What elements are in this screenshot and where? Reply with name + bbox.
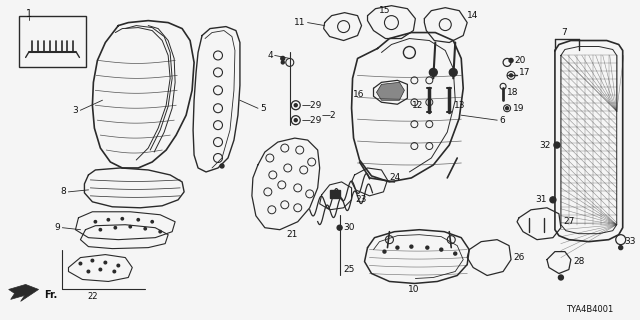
Text: —29: —29 bbox=[301, 116, 322, 125]
Circle shape bbox=[619, 246, 623, 250]
Text: 30: 30 bbox=[344, 223, 355, 232]
Circle shape bbox=[114, 227, 116, 229]
Bar bbox=[330, 190, 340, 198]
Text: 6: 6 bbox=[499, 116, 505, 125]
Circle shape bbox=[440, 248, 443, 251]
Text: 4: 4 bbox=[267, 51, 273, 60]
Text: 17: 17 bbox=[519, 68, 531, 77]
Text: Fr.: Fr. bbox=[45, 291, 58, 300]
Circle shape bbox=[129, 226, 131, 228]
Text: 24: 24 bbox=[390, 173, 401, 182]
Text: 32: 32 bbox=[540, 140, 551, 149]
Circle shape bbox=[396, 246, 399, 249]
Text: 9: 9 bbox=[55, 223, 61, 232]
Text: 27: 27 bbox=[563, 217, 574, 226]
Text: 8: 8 bbox=[61, 188, 67, 196]
Circle shape bbox=[554, 142, 560, 148]
Text: 26: 26 bbox=[513, 253, 524, 262]
Text: 5: 5 bbox=[260, 104, 266, 113]
Circle shape bbox=[506, 107, 509, 110]
Text: 20: 20 bbox=[514, 56, 525, 65]
Circle shape bbox=[151, 220, 154, 223]
Circle shape bbox=[94, 220, 97, 223]
Bar bbox=[19, 16, 86, 68]
Text: 19: 19 bbox=[513, 104, 525, 113]
Circle shape bbox=[91, 259, 93, 262]
Text: TYA4B4001: TYA4B4001 bbox=[566, 305, 614, 314]
Circle shape bbox=[509, 59, 513, 62]
Text: 12: 12 bbox=[412, 101, 423, 110]
Text: 23: 23 bbox=[356, 195, 367, 204]
Text: —2: —2 bbox=[322, 111, 336, 120]
Text: 14: 14 bbox=[467, 11, 479, 20]
Circle shape bbox=[294, 119, 297, 122]
Text: 25: 25 bbox=[344, 265, 355, 274]
Text: 3: 3 bbox=[73, 106, 79, 115]
Text: 1: 1 bbox=[26, 9, 31, 19]
Text: 31: 31 bbox=[536, 195, 547, 204]
Circle shape bbox=[159, 230, 161, 233]
Circle shape bbox=[99, 268, 102, 271]
Circle shape bbox=[137, 219, 140, 221]
Circle shape bbox=[337, 225, 342, 230]
Circle shape bbox=[454, 252, 457, 255]
Text: 7: 7 bbox=[561, 28, 567, 37]
Circle shape bbox=[281, 56, 285, 60]
Circle shape bbox=[220, 164, 224, 168]
Text: 21: 21 bbox=[286, 230, 298, 239]
Circle shape bbox=[426, 246, 429, 249]
Circle shape bbox=[509, 74, 513, 77]
Circle shape bbox=[79, 262, 82, 265]
Polygon shape bbox=[376, 82, 404, 100]
Text: 15: 15 bbox=[379, 6, 390, 15]
Circle shape bbox=[87, 270, 90, 273]
Circle shape bbox=[117, 264, 120, 267]
Circle shape bbox=[282, 61, 284, 64]
Text: 22: 22 bbox=[87, 292, 98, 301]
Text: 10: 10 bbox=[408, 285, 419, 294]
Text: 18: 18 bbox=[507, 88, 518, 97]
Circle shape bbox=[410, 245, 413, 248]
Circle shape bbox=[550, 197, 556, 203]
Text: 16: 16 bbox=[353, 90, 365, 99]
Circle shape bbox=[559, 275, 563, 280]
Polygon shape bbox=[9, 284, 38, 301]
Text: —29: —29 bbox=[301, 101, 322, 110]
Circle shape bbox=[107, 219, 109, 221]
Text: 11: 11 bbox=[294, 18, 306, 27]
Circle shape bbox=[121, 218, 124, 220]
Text: 13: 13 bbox=[454, 101, 466, 110]
Circle shape bbox=[294, 104, 297, 107]
Circle shape bbox=[104, 261, 107, 264]
Circle shape bbox=[429, 68, 437, 76]
Circle shape bbox=[144, 228, 147, 230]
Circle shape bbox=[113, 270, 116, 273]
Text: 28: 28 bbox=[573, 257, 584, 266]
Text: 33: 33 bbox=[625, 237, 636, 246]
Circle shape bbox=[99, 228, 102, 231]
Circle shape bbox=[383, 250, 386, 253]
Circle shape bbox=[449, 68, 457, 76]
